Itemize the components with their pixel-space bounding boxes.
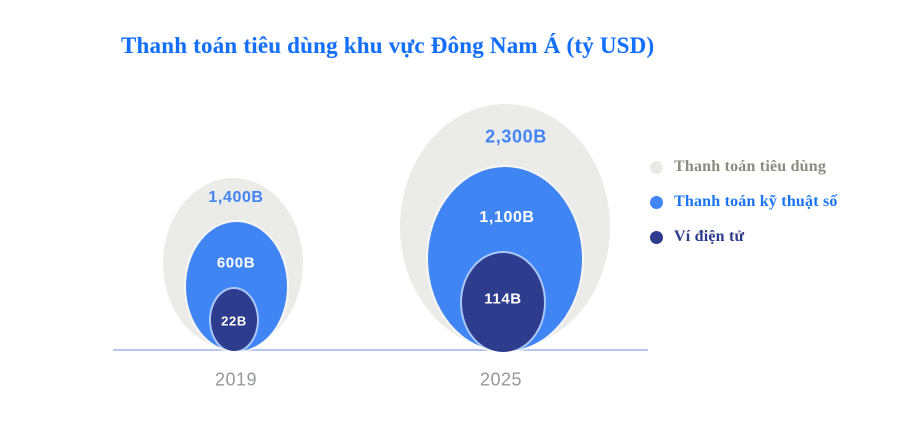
legend-item-label: Ví điện tử	[674, 228, 745, 245]
bubble-value-label-2025-ewallet: 114B	[484, 290, 522, 308]
legend-dot-consumer-icon	[650, 160, 663, 174]
axis-label-2019: 2019	[214, 369, 258, 390]
bubble-value-label-2019-digital: 600B	[216, 254, 256, 272]
bubble-value-label-2025-digital: 1,100B	[479, 209, 535, 226]
bubble-2019-ewallet	[211, 289, 257, 351]
bubble-2025-ewallet	[462, 253, 544, 352]
bubble-value-label-2019-ewallet: 22B	[221, 313, 247, 329]
legend-item-label: Thanh toán tiêu dùng	[674, 158, 827, 175]
chart-title: Thanh toán tiêu dùng khu vực Đông Nam Á …	[121, 33, 655, 58]
bubble-value-label-2019-consumer: 1,400B	[208, 189, 264, 206]
legend-item-consumer: Thanh toán tiêu dùng	[650, 154, 838, 180]
legend-dot-digital-icon	[650, 195, 663, 209]
bubble-value-label-2025-consumer: 2,300B	[485, 126, 547, 147]
legend-item-label: Thanh toán kỹ thuật số	[674, 193, 838, 210]
legend-item-ewallet: Ví điện tử	[650, 224, 838, 250]
axis-label-2025: 2025	[479, 369, 523, 390]
legend-item-digital: Thanh toán kỹ thuật số	[650, 189, 838, 215]
legend-dot-ewallet-icon	[650, 230, 663, 244]
legend: Thanh toán tiêu dùng Thanh toán kỹ thuật…	[650, 154, 838, 250]
baseline-axis	[113, 349, 648, 351]
